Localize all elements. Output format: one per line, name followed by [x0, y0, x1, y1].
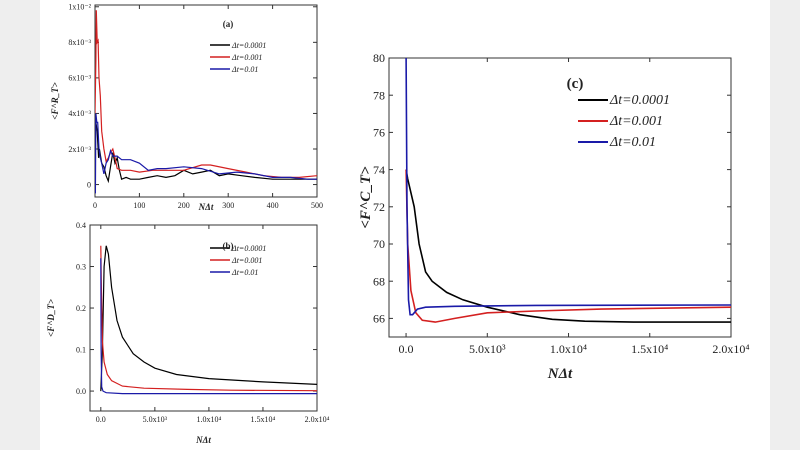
y-axis-label: <F^R_T>: [50, 82, 60, 119]
chart-panel-b: 0.0 5.0x10³ 1.0x10⁴ 1.5x10⁴ 2.0x10⁴ 0.0 0.1 0.2…: [46, 221, 330, 445]
x-tick-label: 300: [222, 201, 234, 210]
y-tick-label: 4x10⁻³: [68, 109, 91, 118]
chart-panel-c: 0.0 5.0x10³ 1.0x10⁴ 1.5x10⁴ 2.0x10⁴ 66 68 70 72 7…: [358, 51, 750, 382]
x-tick-label: 2.0x10⁴: [305, 415, 330, 424]
y-tick-label: 0.4: [76, 221, 86, 230]
x-tick-label: 500: [311, 201, 323, 210]
x-axis-label: NΔt: [547, 366, 573, 382]
x-tick-label: 1.5x10⁴: [631, 342, 668, 356]
y-tick-label: 1x10⁻²: [68, 3, 91, 12]
plot-frame: [89, 224, 318, 412]
x-axis-label: NΔt: [195, 435, 211, 445]
series-line-0: [405, 169, 731, 323]
legend-label: Δt=0.001: [231, 256, 262, 265]
series-line-0: [95, 122, 317, 184]
panel-label: (c): [567, 76, 584, 92]
figure: 0 100 200 300 400 500 0 2x10⁻³ 4x10⁻³ 6x10⁻³ 8x10⁻…: [40, 0, 770, 450]
series-line-2: [95, 113, 317, 194]
legend-label: Δt=0.001: [231, 53, 262, 62]
plot-frame: [94, 4, 318, 198]
legend-label: Δt=0.001: [609, 114, 663, 129]
legend-label: Δt=0.0001: [231, 41, 266, 50]
x-tick-label: 1.0x10⁴: [197, 415, 222, 424]
x-tick-label: 400: [267, 201, 279, 210]
y-tick-label: 0.2: [76, 304, 86, 313]
y-axis-label: <F^D_T>: [46, 299, 56, 337]
y-tick-label: 66: [373, 312, 385, 326]
y-tick-label: 6x10⁻³: [68, 74, 91, 83]
x-axis-label: NΔt: [198, 202, 214, 212]
figure-svg: 0 100 200 300 400 500 0 2x10⁻³ 4x10⁻³ 6x10⁻³ 8x10⁻…: [46, 3, 750, 445]
y-tick-label: 0.3: [76, 262, 86, 271]
y-tick-label: 76: [373, 126, 385, 140]
legend-label: Δt=0.01: [231, 268, 258, 277]
legend-label: Δt=0.0001: [609, 93, 670, 108]
x-tick-label: 1.5x10⁴: [251, 415, 276, 424]
legend-label: Δt=0.0001: [231, 244, 266, 253]
plot-frame: [388, 57, 732, 338]
legend-label: Δt=0.01: [609, 135, 656, 150]
panel-label: (a): [223, 19, 234, 29]
x-tick-label: 1.0x10⁴: [550, 342, 587, 356]
y-tick-label: 0.1: [76, 345, 86, 354]
y-tick-label: 0.0: [76, 387, 86, 396]
series-line-2: [405, 58, 731, 316]
y-tick-label: 70: [373, 237, 385, 251]
series-line-1: [100, 245, 317, 392]
legend-label: Δt=0.01: [231, 65, 258, 74]
x-tick-label: 2.0x10⁴: [712, 342, 749, 356]
y-tick-label: 80: [373, 51, 385, 65]
panel-label: (b): [223, 241, 234, 251]
x-tick-label: 100: [133, 201, 145, 210]
series-line-0: [100, 245, 317, 392]
y-axis-label: <F^C_T>: [358, 166, 374, 229]
x-tick-label: 5.0x10³: [469, 342, 506, 356]
y-tick-label: 8x10⁻³: [68, 38, 91, 47]
series-line-1: [405, 169, 731, 323]
x-tick-label: 200: [178, 201, 190, 210]
x-tick-label: 0.0: [399, 342, 414, 356]
y-tick-label: 0: [87, 180, 91, 189]
y-tick-label: 2x10⁻³: [68, 145, 91, 154]
series-line-2: [100, 258, 317, 395]
y-tick-label: 74: [373, 163, 385, 177]
series-line-1: [95, 10, 317, 178]
y-tick-label: 68: [373, 274, 385, 288]
y-tick-label: 72: [373, 200, 385, 214]
x-tick-label: 5.0x10³: [143, 415, 168, 424]
y-tick-label: 78: [373, 88, 385, 102]
chart-panel-a: 0 100 200 300 400 500 0 2x10⁻³ 4x10⁻³ 6x10⁻³ 8x10⁻…: [50, 3, 323, 212]
x-tick-label: 0: [93, 201, 97, 210]
x-tick-label: 0.0: [96, 415, 106, 424]
